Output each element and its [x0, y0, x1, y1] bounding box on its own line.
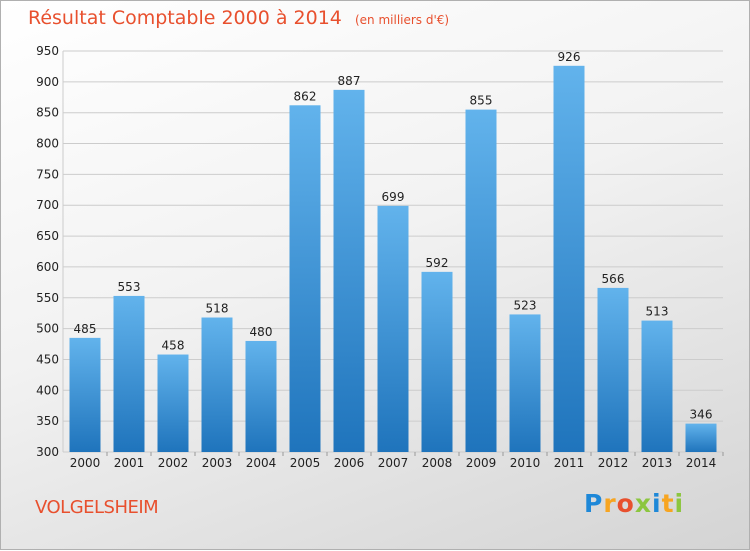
bar-2005	[289, 105, 321, 452]
data-labels: 485 553 458 518 480 862 887 699 592 855 523 926 566 5…	[74, 50, 713, 422]
x-tick-label: 2005	[290, 456, 321, 470]
bar-2004	[245, 340, 277, 452]
bar-2000	[69, 337, 101, 452]
x-tick-label: 2007	[378, 456, 409, 470]
logo-letter: i	[652, 489, 662, 518]
data-label: 862	[294, 89, 317, 103]
proxiti-logo: Proxiti	[584, 489, 684, 518]
logo-letter: r	[603, 489, 617, 518]
x-tick-label: 2014	[686, 456, 717, 470]
x-tick-label: 2010	[510, 456, 541, 470]
data-label: 458	[162, 339, 185, 353]
bar-2006	[333, 89, 365, 453]
x-tick-label: 2003	[202, 456, 233, 470]
logo-letter: x	[634, 489, 652, 518]
y-tick-label: 850	[36, 106, 59, 120]
x-tick-label: 2008	[422, 456, 453, 470]
x-axis-ticks: 2000 2001 2002 2003 2004 2005 2006 2007 2008 2009…	[70, 452, 724, 470]
bar-2001	[113, 295, 145, 452]
y-tick-label: 300	[36, 445, 59, 459]
chart-title-main: Résultat Comptable 2000 à 2014	[28, 7, 342, 29]
data-label: 699	[382, 190, 405, 204]
x-tick-label: 2001	[114, 456, 145, 470]
chart-unit-note: (en milliers d'€)	[354, 13, 450, 27]
x-tick-label: 2012	[598, 456, 629, 470]
y-tick-label: 400	[36, 383, 59, 397]
logo-letter: t	[661, 489, 675, 518]
y-tick-label: 750	[36, 167, 59, 181]
bars	[69, 65, 717, 453]
bar-2003	[201, 317, 233, 452]
logo-letter: i	[674, 489, 685, 518]
y-tick-label: 650	[36, 229, 59, 243]
y-tick-label: 550	[36, 291, 59, 305]
bar-2012	[597, 287, 629, 452]
chart-title: Résultat Comptable 2000 à 2014 (en milli…	[28, 7, 449, 29]
y-tick-label: 600	[36, 260, 59, 274]
y-tick-label: 700	[36, 198, 59, 212]
data-label: 485	[74, 322, 97, 336]
x-tick-label: 2004	[246, 456, 277, 470]
y-tick-label: 800	[36, 137, 59, 151]
data-label: 346	[690, 408, 713, 422]
bar-2011	[553, 65, 585, 452]
data-label: 592	[426, 256, 449, 270]
x-tick-label: 2009	[466, 456, 497, 470]
data-label: 926	[558, 50, 581, 64]
data-label: 887	[338, 74, 361, 88]
bar-2013	[641, 320, 673, 452]
data-label: 480	[250, 325, 273, 339]
y-axis-ticks: 300 350 400 450 500 550 600 650 700 750 800 850 900 9…	[36, 44, 59, 459]
x-tick-label: 2006	[334, 456, 365, 470]
y-tick-label: 500	[36, 322, 59, 336]
y-tick-label: 350	[36, 414, 59, 428]
commune-name: VOLGELSHEIM	[35, 497, 159, 518]
x-tick-label: 2011	[554, 456, 585, 470]
x-tick-label: 2002	[158, 456, 189, 470]
bar-2014	[685, 423, 717, 452]
y-tick-label: 900	[36, 75, 59, 89]
data-label: 553	[118, 280, 141, 294]
bar-2010	[509, 314, 541, 452]
data-label: 518	[206, 302, 229, 316]
data-label: 513	[646, 305, 669, 319]
bar-2007	[377, 205, 409, 452]
data-label: 566	[602, 272, 625, 286]
data-label: 855	[470, 94, 493, 108]
data-label: 523	[514, 298, 537, 312]
bar-2008	[421, 271, 453, 452]
bar-2002	[157, 354, 189, 452]
logo-letter: P	[584, 489, 604, 518]
logo-letter: o	[616, 489, 635, 518]
x-tick-label: 2013	[642, 456, 673, 470]
y-tick-label: 450	[36, 352, 59, 366]
x-tick-label: 2000	[70, 456, 101, 470]
y-tick-label: 950	[36, 44, 59, 58]
bar-2009	[465, 109, 497, 452]
